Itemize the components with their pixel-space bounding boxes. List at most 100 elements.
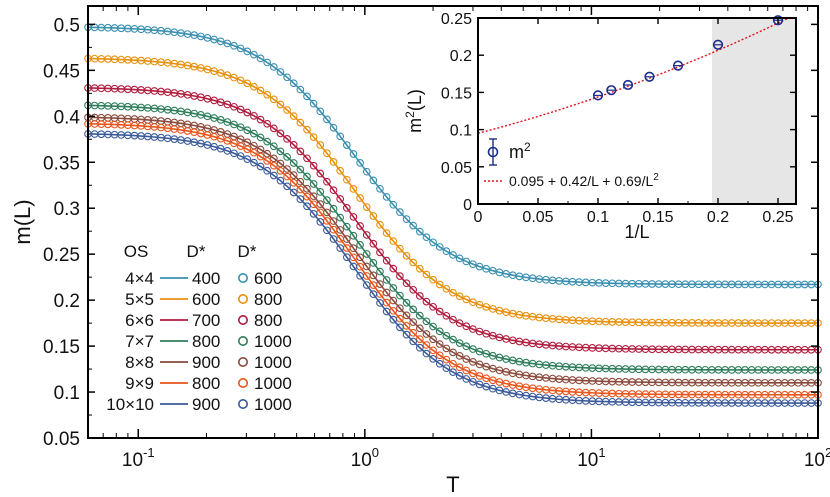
inset-x-tick-label: 0.25 — [762, 209, 793, 226]
series-line — [87, 123, 818, 396]
series-marker — [462, 355, 471, 363]
series-marker — [376, 184, 384, 193]
series-marker — [469, 358, 477, 366]
legend-os-label: 6×6 — [125, 311, 154, 330]
inset-y-tick-label: 0 — [463, 197, 472, 214]
series-marker — [356, 241, 364, 249]
series-marker — [455, 363, 464, 372]
series-marker — [289, 79, 298, 88]
series-marker — [402, 330, 411, 339]
series-marker — [482, 362, 491, 371]
series-marker — [289, 159, 298, 167]
series-marker — [263, 58, 272, 67]
series-marker — [243, 79, 252, 88]
series-marker — [376, 299, 384, 307]
inset-y-axis-label: m2(L) — [403, 89, 425, 133]
legend-d-marker-label: 800 — [254, 290, 282, 309]
inset-legend: m2 0.095 + 0.42/L + 0.69/L2 — [484, 138, 659, 189]
series-5×5 — [84, 54, 822, 327]
series-marker — [449, 335, 457, 344]
series-marker — [435, 280, 444, 289]
series-marker — [263, 149, 272, 158]
series-marker — [449, 348, 457, 357]
series-marker — [442, 311, 451, 320]
series-marker — [236, 152, 245, 160]
series-marker — [283, 73, 291, 82]
x-tick-label: 10-1 — [122, 445, 155, 471]
inset-axes-layer: 0 0.05 0.1 0.15 0.2 0.25 0 0.05 0.1 0.15 0.2 0.25 — [441, 11, 797, 226]
series-marker — [336, 195, 345, 203]
legend-marker-swatch — [238, 335, 249, 346]
series-marker — [409, 258, 418, 267]
series-marker — [309, 99, 318, 108]
series-marker — [402, 279, 411, 288]
series-marker — [336, 244, 345, 252]
series-marker — [303, 172, 311, 181]
legend-d-line-label: 700 — [192, 311, 220, 330]
series-marker — [422, 270, 431, 279]
series-marker — [256, 133, 265, 142]
series-marker — [309, 200, 318, 209]
series-marker — [369, 290, 378, 298]
series-marker — [389, 264, 398, 273]
y-tick-label: 0.4 — [54, 107, 81, 128]
series-marker — [243, 145, 252, 154]
series-marker — [263, 90, 272, 99]
series-marker — [309, 180, 318, 188]
series-marker — [369, 239, 378, 248]
series-marker — [309, 161, 318, 170]
series-marker — [223, 100, 232, 109]
legend-os-label: 7×7 — [125, 332, 154, 351]
series-marker — [236, 76, 245, 85]
inset-legend-fit-label: 0.095 + 0.42/L + 0.69/L2 — [509, 172, 659, 189]
series-marker — [230, 139, 238, 148]
series-marker — [263, 166, 272, 175]
inset-legend-marker-label: m2 — [509, 140, 531, 162]
series-marker — [422, 317, 431, 326]
series-marker — [303, 92, 311, 101]
series-marker — [216, 116, 225, 124]
inset-y-tick-label: 0.1 — [450, 123, 472, 140]
series-marker — [296, 185, 305, 194]
series-marker — [256, 54, 265, 63]
main-x-axis-label: T — [446, 472, 459, 497]
legend-os-label: 9×9 — [125, 374, 154, 393]
series-marker — [402, 298, 411, 307]
series-marker — [369, 259, 378, 267]
series-marker — [356, 159, 364, 167]
y-tick-label: 0.25 — [43, 245, 80, 266]
series-marker — [462, 257, 471, 266]
legend-header: D* — [238, 242, 257, 261]
series-marker — [236, 105, 245, 114]
series-marker — [296, 118, 305, 127]
series-marker — [469, 369, 477, 378]
series-marker — [243, 155, 252, 164]
series-marker — [369, 212, 378, 220]
series-marker — [216, 144, 225, 153]
series-marker — [342, 222, 351, 231]
series-marker — [449, 251, 457, 259]
main-y-axis-label: m(L) — [10, 199, 35, 244]
series-marker — [369, 176, 378, 185]
series-marker — [382, 193, 391, 201]
series-marker — [402, 215, 411, 223]
series-marker — [415, 335, 424, 343]
series-marker — [316, 141, 325, 149]
series-marker — [389, 200, 398, 209]
series-marker — [422, 330, 431, 338]
series-marker — [382, 256, 391, 265]
series-marker — [455, 292, 464, 301]
legend-d-line-label: 600 — [192, 290, 220, 309]
main-frame — [87, 5, 819, 439]
series-marker — [236, 123, 245, 132]
series-marker — [256, 162, 265, 171]
legend-os-label: 8×8 — [125, 353, 154, 372]
inset-fit-line — [477, 17, 796, 134]
series-marker — [309, 133, 318, 141]
series-marker — [210, 132, 218, 141]
series-marker — [415, 311, 424, 320]
series-marker — [296, 147, 305, 156]
series-marker — [269, 142, 278, 151]
legend-d-marker-label: 600 — [254, 269, 282, 288]
series-marker — [449, 288, 457, 297]
